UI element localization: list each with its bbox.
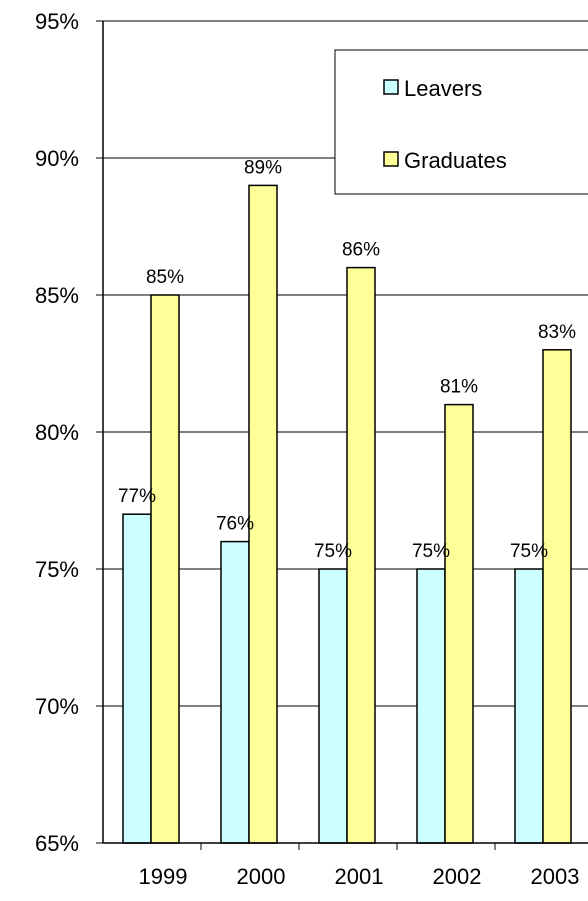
x-tick-label: 2003 — [531, 864, 580, 889]
bar-leavers-1999 — [122, 513, 152, 844]
y-tick-label: 85% — [35, 283, 79, 308]
legend-label: Graduates — [404, 148, 507, 173]
legend-swatch — [383, 151, 399, 167]
x-tick-label: 1999 — [139, 864, 188, 889]
bar-graduates-2001 — [346, 266, 376, 844]
bar-leavers-2001 — [318, 568, 348, 844]
bar-leavers-2003 — [514, 568, 544, 844]
y-tick-label: 90% — [35, 146, 79, 171]
y-tick-label: 80% — [35, 420, 79, 445]
data-label: 75% — [314, 541, 352, 562]
data-label: 86% — [342, 240, 380, 261]
bar-graduates-2002 — [444, 403, 474, 844]
bar-leavers-2002 — [416, 568, 446, 844]
bar-leavers-2000 — [220, 540, 250, 844]
bar-graduates-2003 — [542, 349, 572, 844]
legend-swatch — [383, 79, 399, 95]
data-label: 85% — [146, 267, 184, 288]
y-tick-label: 95% — [35, 9, 79, 34]
legend: Leavers Graduates — [334, 49, 588, 195]
data-label: 76% — [216, 514, 254, 535]
data-label: 89% — [244, 157, 282, 178]
x-tick-label: 2000 — [237, 864, 286, 889]
x-tick-label: 2002 — [433, 864, 482, 889]
data-label: 75% — [412, 541, 450, 562]
bar-graduates-1999 — [150, 294, 180, 844]
data-label: 77% — [118, 486, 156, 507]
legend-label: Leavers — [404, 76, 482, 101]
legend-box — [334, 49, 588, 195]
data-label: 83% — [538, 322, 576, 343]
data-label: 81% — [440, 377, 478, 398]
y-tick-label: 70% — [35, 694, 79, 719]
data-labels: 77% 85% 76% 89% 75% 86% 75% 81% 75% 83% — [118, 157, 576, 562]
x-tick-label: 2001 — [335, 864, 384, 889]
y-tick-label: 75% — [35, 557, 79, 582]
axes: 65% 70% 75% 80% 85% 90% 95% 1999 2000 2001 2002 200… — [35, 9, 588, 889]
data-label: 75% — [510, 541, 548, 562]
bars — [122, 184, 572, 844]
y-tick-label: 65% — [35, 831, 79, 856]
